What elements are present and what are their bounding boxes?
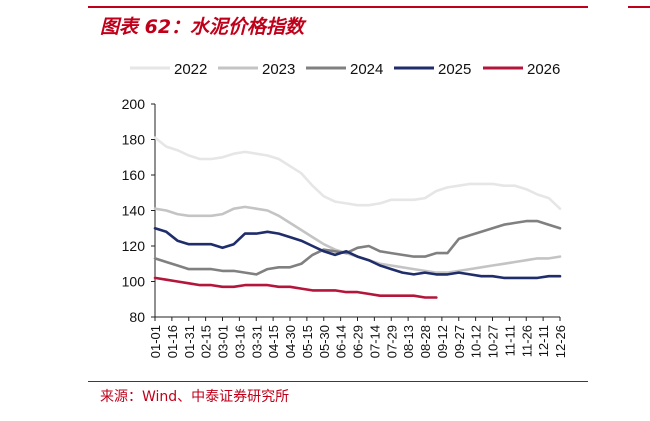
x-tick-label: 09-12 <box>435 325 450 358</box>
legend-label-2023: 2023 <box>262 61 295 78</box>
legend-label-2024: 2024 <box>350 61 383 78</box>
chart-legend: 2022 2023 2024 2025 2026 <box>130 61 560 78</box>
y-tick-label: 160 <box>122 167 146 183</box>
footer-rule <box>88 381 588 382</box>
x-tick-label: 03-01 <box>216 325 231 358</box>
x-tick-label: 05-30 <box>317 325 332 358</box>
x-tick-label: 05-15 <box>300 325 315 358</box>
x-tick-label: 10-12 <box>469 325 484 358</box>
series-line-2023 <box>153 205 562 274</box>
x-tick-label: 04-15 <box>266 325 281 358</box>
x-tick-label: 03-16 <box>232 325 247 358</box>
x-tick-label: 03-31 <box>249 325 264 358</box>
x-tick-label: 01-31 <box>182 325 197 358</box>
x-tick-label: 07-14 <box>367 325 382 358</box>
y-tick-label: 120 <box>122 238 146 254</box>
y-tick-label: 200 <box>122 96 146 112</box>
series-line-2024 <box>153 219 562 276</box>
y-tick-label: 100 <box>122 274 146 290</box>
y-tick-label: 140 <box>122 203 146 219</box>
chart-series <box>153 136 562 299</box>
chart-axes: 80 100 120 140 160 180 200 01-01 01-16 01-31 02-15… <box>122 96 568 358</box>
x-tick-label: 01-01 <box>148 325 163 358</box>
series-line-2022 <box>153 136 562 210</box>
x-tick-label: 12-26 <box>553 325 568 358</box>
header-rule <box>88 6 588 8</box>
x-tick-label: 12-11 <box>536 325 551 357</box>
x-tick-label: 01-16 <box>165 325 180 358</box>
x-tick-label: 02-15 <box>199 325 214 358</box>
legend-label-2026: 2026 <box>527 61 560 78</box>
x-tick-label: 10-27 <box>486 325 501 358</box>
series-line-2025 <box>153 227 562 280</box>
x-tick-label: 06-29 <box>351 325 366 358</box>
figure-title: 图表 62：水泥价格指数 <box>100 16 305 38</box>
source-note: 来源：Wind、中泰证券研究所 <box>100 389 290 405</box>
y-tick-label: 180 <box>122 132 146 148</box>
header-rule-right <box>628 6 650 8</box>
x-tick-label: 08-28 <box>418 325 433 358</box>
x-tick-label: 09-27 <box>452 325 467 358</box>
x-tick-label: 06-14 <box>334 325 349 358</box>
x-tick-label: 04-30 <box>283 325 298 358</box>
series-line-2026 <box>153 276 438 299</box>
x-tick-label: 11-11 <box>502 325 517 356</box>
y-tick-label: 80 <box>129 309 145 325</box>
x-tick-label: 07-29 <box>384 325 399 358</box>
x-tick-label: 11-26 <box>519 325 534 357</box>
legend-label-2025: 2025 <box>438 61 471 78</box>
legend-label-2022: 2022 <box>174 61 207 78</box>
x-tick-label: 08-13 <box>401 325 416 358</box>
